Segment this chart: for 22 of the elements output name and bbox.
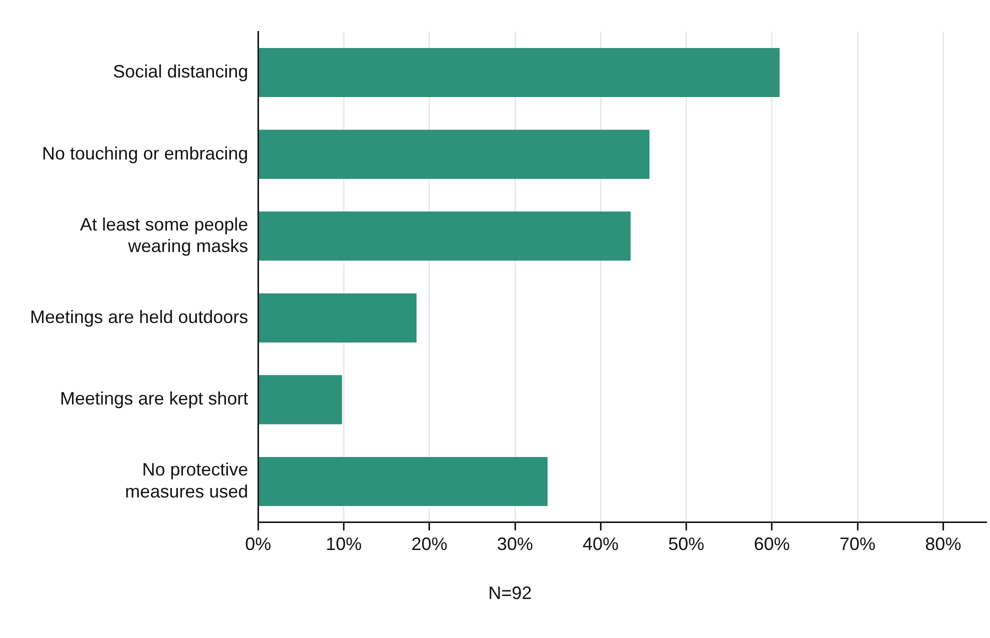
text: N=92	[487, 583, 533, 604]
x-tick-label: 60%	[754, 534, 790, 554]
bar	[258, 293, 417, 342]
bar	[258, 212, 631, 261]
y-tick-label: Meetings are kept short	[60, 388, 248, 409]
x-tick-label: 80%	[925, 534, 962, 554]
x-tick-label: 40%	[582, 534, 619, 554]
y-tick-label: Meetings are held outdoors	[30, 306, 248, 327]
y-tick-label: Social distancing	[113, 61, 248, 82]
x-tick-label: 50%	[668, 534, 704, 554]
y-tick-label: At least some people wearing masks	[80, 214, 248, 256]
bar	[258, 48, 780, 98]
x-tick-label: 0%	[245, 534, 272, 554]
bar	[258, 456, 548, 506]
bar	[258, 130, 650, 179]
x-tick-label: 30%	[497, 534, 534, 554]
bar	[258, 375, 342, 424]
y-tick-label: No protective measures used	[125, 460, 248, 502]
x-tick-label: 10%	[326, 534, 362, 554]
x-tick-label: 70%	[840, 534, 876, 554]
y-tick-label: No touching or embracing	[42, 143, 248, 164]
x-tick-label: 20%	[411, 534, 448, 554]
